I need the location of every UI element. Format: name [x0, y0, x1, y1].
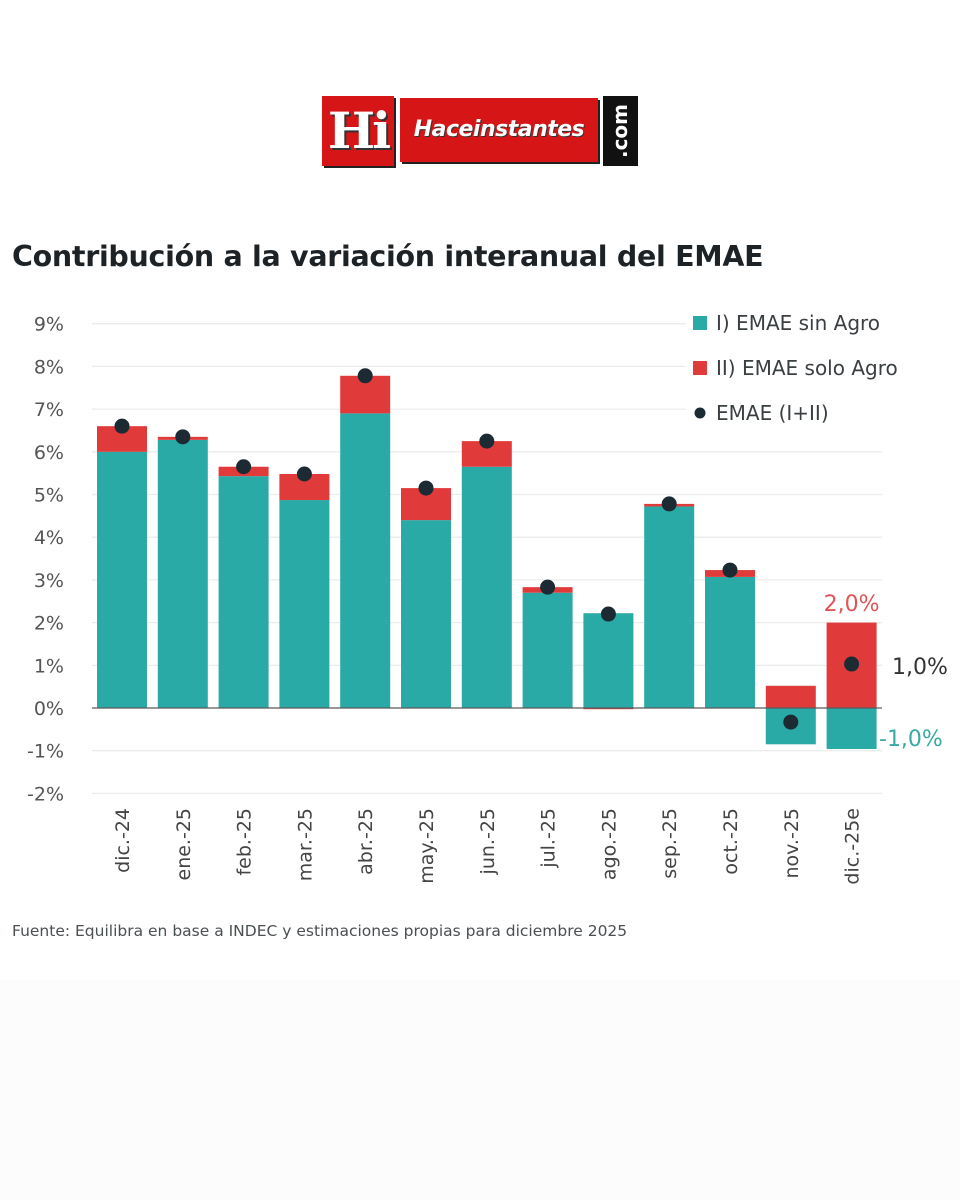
dot-emae-total: [357, 368, 373, 384]
dot-emae-total: [418, 480, 434, 496]
source-note: Fuente: Equilibra en base a INDEC y esti…: [12, 922, 628, 940]
bar-emae-sin-agro: [340, 413, 391, 708]
bar-emae-sin-agro: [644, 506, 695, 708]
bar-emae-sin-agro: [218, 476, 269, 708]
logo-name-box: [400, 98, 598, 162]
legend: I) EMAE sin Agro II) EMAE solo Agro EMAE (…: [686, 306, 936, 434]
x-tick-label: nov.-25: [781, 808, 803, 879]
x-axis-ticks: dic.-24 ene.-25 feb.-25 mar.-25 abr.-25 may.-…: [112, 808, 864, 885]
bar-emae-sin-agro: [522, 592, 573, 708]
logo-hi-box: [322, 96, 394, 166]
legend-label: II) EMAE solo Agro: [716, 356, 898, 380]
annotation-total-value: 1,0%: [892, 655, 948, 680]
y-tick-label: 6%: [34, 442, 64, 464]
dot-emae-total: [296, 466, 312, 482]
x-tick-label: oct.-25: [720, 808, 742, 875]
dot-emae-total: [783, 714, 799, 730]
annotations: 2,0% 1,0% -1,0%: [824, 592, 948, 752]
x-tick-label: may.-25: [416, 808, 438, 884]
y-tick-label: 5%: [34, 485, 64, 507]
x-tick-label: dic.-25e: [842, 808, 864, 885]
bar-emae-sin-agro: [157, 439, 208, 708]
legend-swatch-emae-total: [694, 407, 706, 419]
bar-emae-solo-agro: [765, 685, 816, 708]
dot-emae-total: [175, 429, 191, 445]
x-tick-label: feb.-25: [234, 808, 256, 876]
bar-emae-sin-agro: [279, 500, 330, 708]
haceinstantes-logo[interactable]: Hi Haceinstantes .com: [322, 96, 638, 166]
chart-title: Contribución a la variación interanual d…: [12, 240, 764, 273]
x-tick-label: mar.-25: [294, 808, 316, 881]
bar-emae-sin-agro: [705, 576, 755, 708]
logo-com-box: [603, 96, 638, 166]
y-tick-label: 1%: [34, 655, 64, 677]
bar-emae-sin-agro: [583, 613, 634, 708]
logo-name-text: Haceinstantes: [413, 117, 585, 142]
dot-emae-total: [844, 656, 860, 672]
y-axis-ticks: 9% 8% 7% 6% 5% 4% 3% 2% 1% 0% -1% -2%: [27, 314, 64, 806]
annotation-sin-agro-value: -1,0%: [879, 727, 943, 752]
x-tick-label: dic.-24: [112, 808, 134, 873]
bar-emae-sin-agro: [826, 708, 877, 749]
dots: [114, 368, 860, 730]
dot-emae-total: [114, 418, 130, 434]
y-tick-label: -2%: [27, 783, 64, 805]
bar-emae-sin-agro: [401, 520, 451, 708]
x-tick-label: ago.-25: [598, 808, 620, 880]
dot-emae-total: [600, 606, 616, 622]
dot-emae-total: [661, 496, 677, 512]
background-bottom: [0, 980, 960, 1200]
x-tick-label: abr.-25: [355, 808, 377, 875]
legend-label: I) EMAE sin Agro: [716, 311, 880, 335]
x-tick-label: jul.-25: [538, 808, 560, 869]
y-tick-label: 9%: [34, 314, 64, 336]
bars: [97, 375, 877, 749]
legend-label: EMAE (I+II): [716, 401, 829, 425]
x-tick-label: jun.-25: [477, 808, 499, 875]
legend-swatch-emae-solo-agro: [693, 361, 707, 375]
y-tick-label: 8%: [34, 356, 64, 378]
chart: 9% 8% 7% 6% 5% 4% 3% 2% 1% 0% -1% -2% dic.-24 ene.-2…: [27, 306, 948, 885]
dot-emae-total: [722, 562, 738, 578]
annotation-agro-value: 2,0%: [824, 592, 880, 617]
y-tick-label: 2%: [34, 613, 64, 635]
y-tick-label: 4%: [34, 527, 64, 549]
logo-hi-text: Hi: [327, 101, 391, 160]
y-tick-label: -1%: [27, 741, 64, 763]
legend-background: [686, 306, 936, 434]
bar-emae-sin-agro: [461, 466, 512, 708]
bar-emae-sin-agro: [97, 451, 147, 708]
dot-emae-total: [236, 459, 252, 475]
y-tick-label: 7%: [34, 399, 64, 421]
y-tick-label: 3%: [34, 570, 64, 592]
x-tick-label: ene.-25: [173, 808, 195, 881]
dot-emae-total: [479, 433, 495, 449]
x-tick-label: sep.-25: [659, 808, 681, 879]
y-tick-label: 0%: [34, 698, 64, 720]
legend-swatch-emae-sin-agro: [693, 316, 707, 330]
dot-emae-total: [540, 579, 556, 595]
